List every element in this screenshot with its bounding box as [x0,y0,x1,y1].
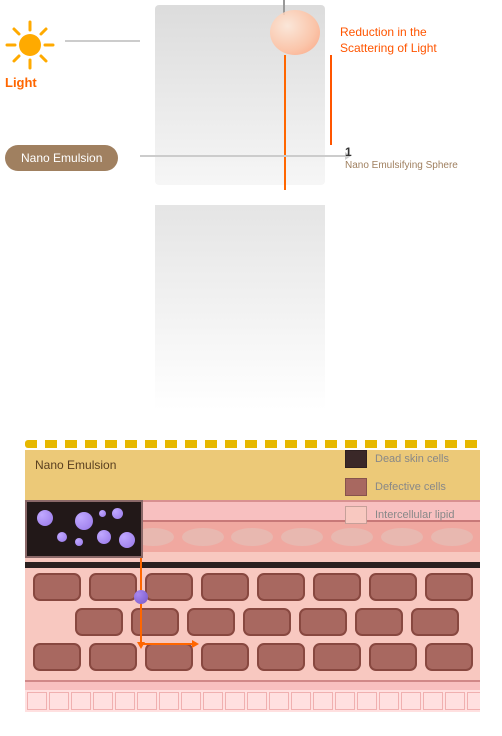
skin-surface-dashes [25,440,480,448]
defective-cell-oval [231,528,273,546]
cell-brick [145,573,193,601]
cell-brick [425,643,473,671]
skin-legend: Dead skin cells Defective cells Intercellu… [345,450,454,534]
cell-brick [313,573,361,601]
scatter-label: Reduction in the Scattering of Light [340,25,437,56]
basal-square [49,692,69,710]
basal-square [291,692,311,710]
nano-particle [57,532,67,542]
cell-brick [411,608,459,636]
cell-brick [187,608,235,636]
cell-brick [257,573,305,601]
basal-square [225,692,245,710]
cell-brick [75,608,123,636]
diagram-container: Light Reduction in the Scattering of Lig… [0,0,502,736]
nano-particle [75,512,93,530]
basal-square [467,692,480,710]
nano-particle [112,508,123,519]
nano-sphere-number: 1 [345,145,352,159]
nano-emulsion-box [25,500,143,558]
basal-square [401,692,421,710]
brick-row [29,573,476,601]
nano-sphere-text: Nano Emulsifying Sphere [345,160,458,171]
legend-swatch [345,506,367,524]
basal-square [71,692,91,710]
nano-emulsion-pill: Nano Emulsion [5,145,118,171]
nano-particle [119,532,135,548]
cell-brick [33,573,81,601]
legend-swatch [345,450,367,468]
nano-horizontal-arrow [140,155,345,157]
defective-cell-oval [281,528,323,546]
nano-particle [97,530,111,544]
basal-square [137,692,157,710]
legend-item: Dead skin cells [345,450,454,468]
legend-label: Intercellular lipid [375,509,454,521]
defective-cell-oval [182,528,224,546]
nano-particle [75,538,83,546]
basal-square [313,692,333,710]
basal-square [27,692,47,710]
nano-emulsion-skin-label: Nano Emulsion [35,458,116,472]
middle-fade-box [155,205,325,410]
brick-row [29,608,476,636]
cell-brick [201,573,249,601]
cell-brick [299,608,347,636]
nano-particle [37,510,53,526]
cell-brick [369,643,417,671]
cell-brick [89,573,137,601]
cell-brick [201,643,249,671]
legend-item: Intercellular lipid [345,506,454,524]
cell-brick-layer [25,568,480,680]
basal-square [335,692,355,710]
brick-row [29,643,476,671]
emulsion-sphere-icon [270,10,320,55]
nano-particle-dot [134,590,148,604]
basal-square [115,692,135,710]
scatter-line2: Scattering of Light [340,41,437,55]
penetration-arrow-horizontal [140,643,193,645]
sun-icon [5,20,55,70]
cell-brick [131,608,179,636]
cell-brick [313,643,361,671]
cell-brick [243,608,291,636]
cell-brick [33,643,81,671]
cell-brick [145,643,193,671]
legend-item: Defective cells [345,478,454,496]
scatter-line1: Reduction in the [340,25,427,39]
cell-brick [89,643,137,671]
orange-pointer-line [330,55,332,145]
bottom-pink-layer [25,680,480,690]
legend-label: Defective cells [375,481,446,493]
basal-square [445,692,465,710]
bottom-squares-layer [25,690,480,712]
cell-brick [355,608,403,636]
basal-square [93,692,113,710]
basal-square [269,692,289,710]
basal-square [357,692,377,710]
cell-brick [425,573,473,601]
light-ray-arrow [65,40,140,42]
basal-square [159,692,179,710]
nano-sphere-label: 1 Nano Emulsifying Sphere [345,145,458,171]
legend-label: Dead skin cells [375,453,449,465]
basal-square [423,692,443,710]
basal-square [181,692,201,710]
basal-square [203,692,223,710]
basal-square [247,692,267,710]
cell-brick [369,573,417,601]
legend-swatch [345,478,367,496]
light-label: Light [5,75,37,90]
basal-square [379,692,399,710]
cell-brick [257,643,305,671]
orange-center-line [284,55,286,190]
nano-particle [99,510,106,517]
